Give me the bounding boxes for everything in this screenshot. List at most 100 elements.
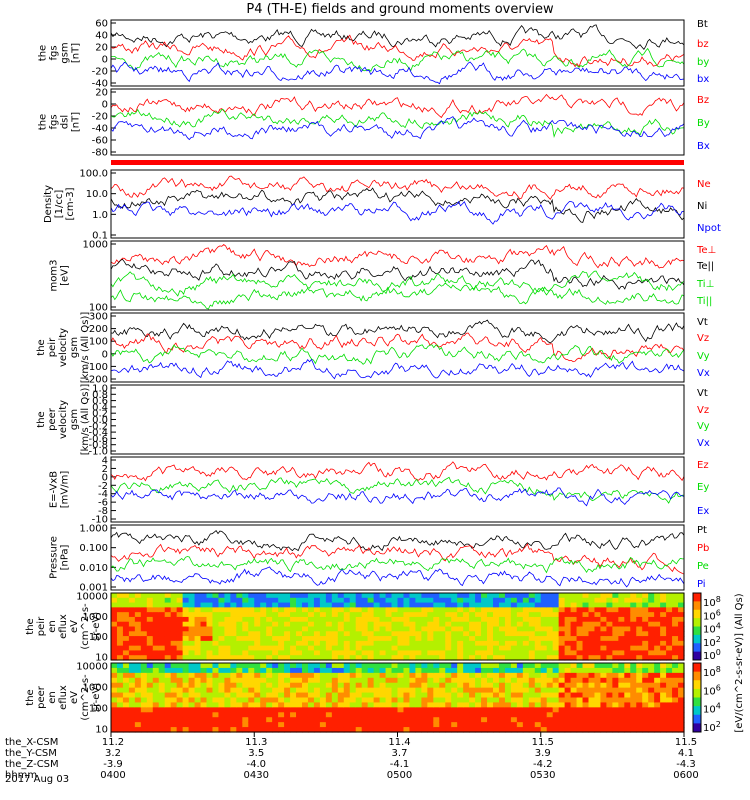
heatmap-cell (367, 593, 375, 599)
heatmap-cell (116, 616, 124, 623)
heatmap-cell (122, 602, 130, 608)
heatmap-cell (546, 640, 554, 647)
heatmap-cell (403, 612, 411, 618)
heatmap-cell (546, 672, 554, 679)
heatmap-cell (534, 645, 542, 652)
heatmap-cell (451, 626, 458, 632)
heatmap-cell (522, 663, 530, 669)
heatmap-cell (272, 597, 279, 604)
heatmap-cell (158, 677, 166, 684)
heatmap-cell (355, 722, 363, 728)
heatmap-cell (188, 597, 196, 604)
heatmap-cell (654, 667, 661, 674)
heatmap-cell (660, 692, 667, 699)
heatmap-cell (558, 607, 566, 613)
heatmap-cell (397, 692, 405, 699)
legend-Pb: Pb (697, 543, 709, 554)
heatmap-cell (349, 687, 357, 694)
heatmap-cell (498, 612, 506, 618)
heatmap-cell (415, 672, 422, 679)
heatmap-cell (648, 697, 655, 704)
heatmap-cell (248, 712, 255, 718)
series-line-Ni (110, 187, 685, 223)
heatmap-cell (636, 645, 643, 652)
heatmap-cell (630, 727, 637, 733)
heatmap-cell (654, 697, 661, 704)
heatmap-cell (558, 712, 566, 718)
heatmap-cell (558, 640, 566, 647)
heatmap-cell (134, 612, 142, 618)
heatmap-cell (498, 631, 506, 637)
heatmap-cell (618, 597, 625, 604)
heatmap-cell (254, 727, 261, 733)
heatmap-cell (343, 663, 351, 669)
heatmap-cell (487, 626, 494, 632)
heatmap-cell (678, 697, 685, 704)
heatmap-cell (331, 640, 339, 647)
heatmap-cell (128, 607, 136, 613)
heatmap-cell (457, 655, 464, 661)
heatmap-cell (666, 607, 673, 613)
heatmap-cell (528, 650, 536, 656)
heatmap-cell (487, 597, 494, 604)
heatmap-cell (146, 692, 154, 699)
heatmap-cell (600, 687, 608, 694)
heatmap-cell (254, 631, 261, 637)
heatmap-cell (498, 672, 506, 679)
heatmap-cell (111, 621, 118, 628)
heatmap-cell (302, 672, 309, 679)
heatmap-cell (534, 712, 542, 718)
heatmap-cell (516, 667, 524, 674)
heatmap-cell (176, 707, 184, 713)
heatmap-cell (606, 692, 613, 699)
heatmap-cell (678, 607, 685, 613)
heatmap-cell (212, 712, 220, 718)
heatmap-cell (206, 626, 214, 632)
panel-frame (110, 169, 685, 239)
heatmap-cell (606, 717, 613, 723)
heatmap-cell (457, 717, 464, 723)
heatmap-cell (654, 687, 661, 694)
heatmap-cell (319, 640, 327, 647)
heatmap-cell (236, 712, 243, 718)
colorbar-band (693, 680, 701, 690)
heatmap-cell (516, 722, 524, 728)
heatmap-cell (152, 702, 160, 708)
heatmap-cell (582, 655, 590, 661)
heatmap-cell (451, 717, 458, 723)
heatmap-cell (391, 707, 399, 713)
heatmap-cell (355, 677, 363, 684)
heatmap-cell (331, 645, 339, 652)
heatmap-cell (481, 602, 488, 608)
heatmap-cell (272, 692, 279, 699)
heatmap-cell (122, 707, 130, 713)
panel-ylabel-line: [1/cc] (54, 190, 65, 219)
ephemeris-value: 0500 (387, 770, 412, 781)
heatmap-cell (278, 687, 285, 694)
heatmap-cell (624, 626, 631, 632)
heatmap-cell (415, 597, 422, 604)
heatmap-cell (313, 626, 321, 632)
heatmap-cell (367, 607, 375, 613)
heatmap-cell (325, 663, 333, 669)
heatmap-cell (612, 597, 619, 604)
panel-ylabel-line: peir (36, 616, 47, 636)
heatmap-cell (624, 612, 631, 618)
heatmap-cell (188, 616, 196, 623)
heatmap-cell (379, 650, 387, 656)
heatmap-cell (361, 631, 369, 637)
heatmap-cell (457, 727, 464, 733)
legend-bx: bx (697, 74, 709, 85)
heatmap-cell (218, 636, 226, 642)
heatmap-cell (313, 667, 321, 674)
heatmap-cell (206, 667, 214, 674)
heatmap-cell (421, 712, 428, 718)
heatmap-cell (194, 626, 202, 632)
heatmap-cell (475, 667, 482, 674)
heatmap-cell (594, 687, 602, 694)
heatmap-cell (158, 597, 166, 604)
colorbar-band (693, 697, 701, 707)
heatmap-cell (451, 672, 458, 679)
heatmap-cell (570, 717, 578, 723)
